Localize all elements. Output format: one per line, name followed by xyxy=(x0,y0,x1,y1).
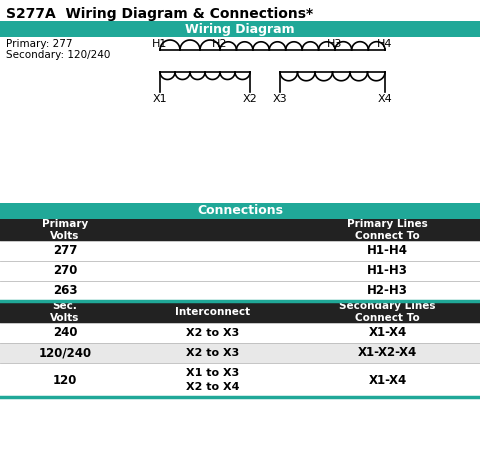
Text: X4: X4 xyxy=(378,94,392,104)
Text: X2 to X3: X2 to X3 xyxy=(186,348,239,358)
Text: Connections: Connections xyxy=(197,204,283,218)
Text: Sec.
Volts: Sec. Volts xyxy=(50,301,80,323)
Text: X1-X2-X4: X1-X2-X4 xyxy=(358,346,417,360)
Bar xyxy=(0,281,480,301)
Text: Wiring Diagram: Wiring Diagram xyxy=(185,22,295,36)
Text: 240: 240 xyxy=(53,326,77,340)
Text: X1-X4: X1-X4 xyxy=(368,326,407,340)
Bar xyxy=(0,363,480,397)
Text: H3: H3 xyxy=(327,39,343,49)
Text: X2: X2 xyxy=(242,94,257,104)
Text: Interconnect: Interconnect xyxy=(175,307,250,317)
Text: H1-H3: H1-H3 xyxy=(367,265,408,277)
Text: 270: 270 xyxy=(53,265,77,277)
Text: H4: H4 xyxy=(377,39,393,49)
Text: H1: H1 xyxy=(152,39,168,49)
Bar xyxy=(0,203,480,219)
Text: 120: 120 xyxy=(53,373,77,387)
Text: 277: 277 xyxy=(53,244,77,257)
Bar xyxy=(0,397,480,457)
Text: S277A  Wiring Diagram & Connections*: S277A Wiring Diagram & Connections* xyxy=(6,7,313,21)
Bar xyxy=(0,21,480,37)
Bar xyxy=(0,301,480,323)
Text: X1 to X3
X2 to X4: X1 to X3 X2 to X4 xyxy=(186,368,239,392)
Bar xyxy=(0,343,480,363)
Text: Primary Lines
Connect To: Primary Lines Connect To xyxy=(347,219,428,241)
Text: Primary
Volts: Primary Volts xyxy=(42,219,88,241)
Bar xyxy=(0,261,480,281)
Bar xyxy=(0,323,480,343)
Text: H1-H4: H1-H4 xyxy=(367,244,408,257)
Bar xyxy=(0,241,480,261)
Text: X3: X3 xyxy=(273,94,288,104)
Text: H2-H3: H2-H3 xyxy=(367,285,408,298)
Text: 120/240: 120/240 xyxy=(38,346,92,360)
Text: Secondary: 120/240: Secondary: 120/240 xyxy=(6,50,110,60)
Bar xyxy=(0,219,480,241)
Text: X1-X4: X1-X4 xyxy=(368,373,407,387)
Text: X1: X1 xyxy=(153,94,168,104)
Text: Secondary Lines
Connect To: Secondary Lines Connect To xyxy=(339,301,436,323)
Text: H2: H2 xyxy=(212,39,228,49)
Text: Primary: 277: Primary: 277 xyxy=(6,39,72,49)
Text: 263: 263 xyxy=(53,285,77,298)
Text: X2 to X3: X2 to X3 xyxy=(186,328,239,338)
